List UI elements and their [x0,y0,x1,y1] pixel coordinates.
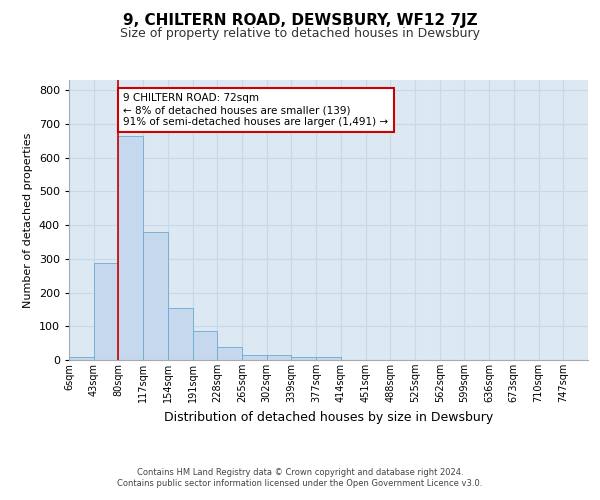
Text: 9, CHILTERN ROAD, DEWSBURY, WF12 7JZ: 9, CHILTERN ROAD, DEWSBURY, WF12 7JZ [122,12,478,28]
Bar [242,355,267,360]
Bar [292,356,316,360]
Bar [193,332,217,360]
Text: Size of property relative to detached houses in Dewsbury: Size of property relative to detached ho… [120,28,480,40]
Bar [168,308,193,360]
Bar [69,358,94,360]
Bar [316,358,341,360]
Bar [267,356,292,360]
X-axis label: Distribution of detached houses by size in Dewsbury: Distribution of detached houses by size … [164,410,493,424]
Bar [143,232,168,360]
Y-axis label: Number of detached properties: Number of detached properties [23,132,33,308]
Bar [118,136,143,360]
Bar [217,346,242,360]
Text: Contains HM Land Registry data © Crown copyright and database right 2024.
Contai: Contains HM Land Registry data © Crown c… [118,468,482,487]
Bar [94,263,118,360]
Text: 9 CHILTERN ROAD: 72sqm
← 8% of detached houses are smaller (139)
91% of semi-det: 9 CHILTERN ROAD: 72sqm ← 8% of detached … [124,94,388,126]
